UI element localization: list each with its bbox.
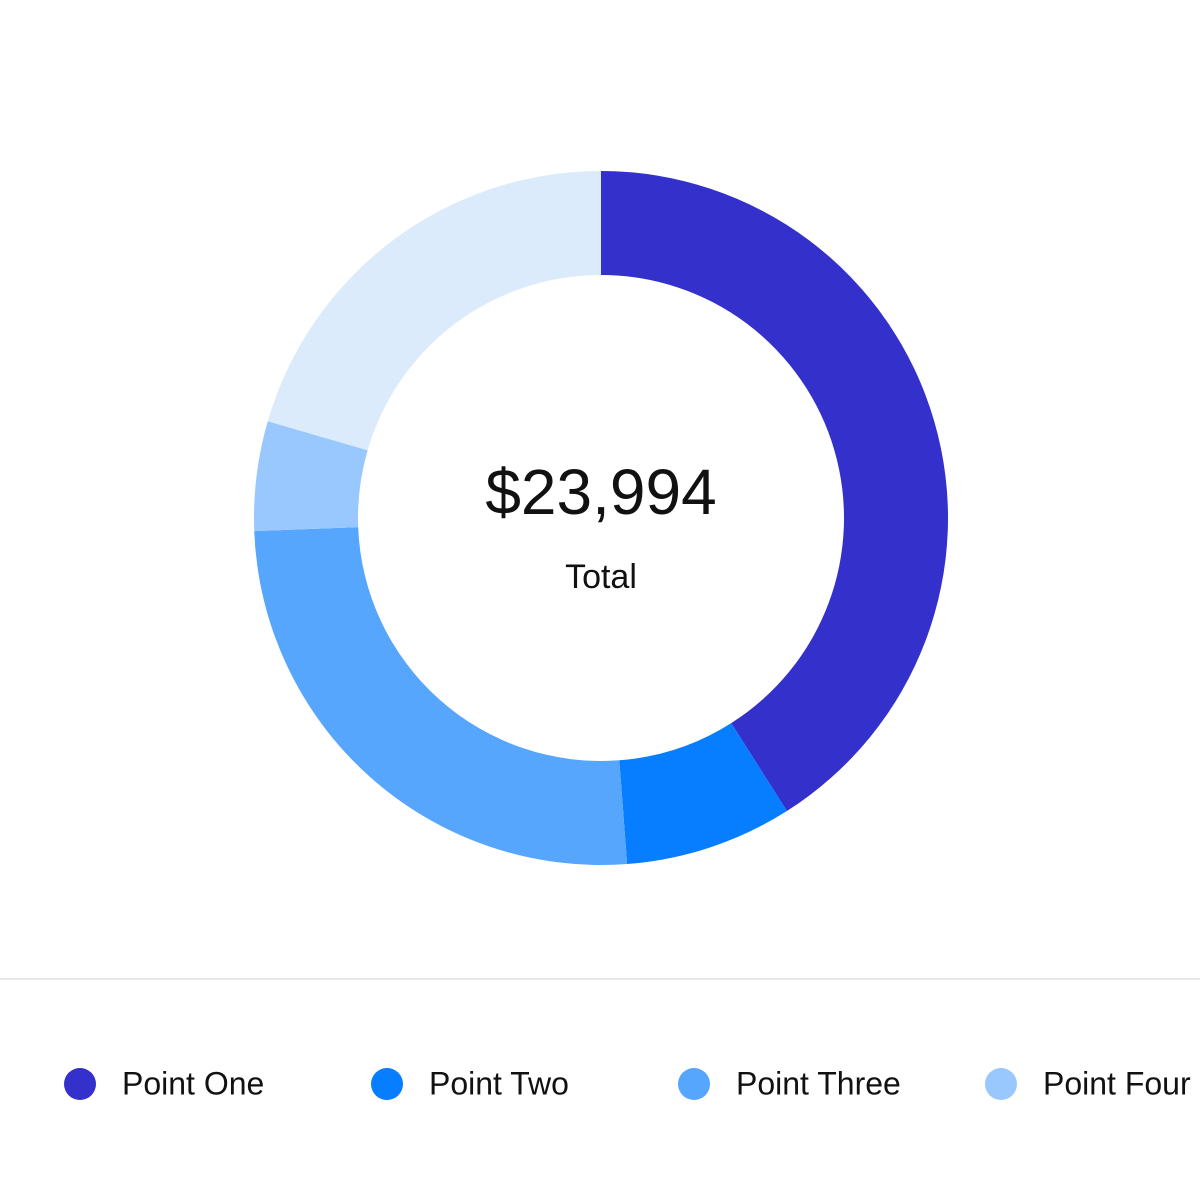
donut-segment [267, 171, 601, 451]
legend-marker [371, 1068, 403, 1100]
donut-segment [254, 421, 368, 532]
legend-marker [985, 1068, 1017, 1100]
donut-segment [619, 723, 787, 865]
center-label: Total [565, 558, 637, 596]
legend-label: Point One [122, 1065, 264, 1101]
donut-segment [254, 527, 628, 866]
legend-marker [678, 1068, 710, 1100]
legend-marker [64, 1068, 96, 1100]
center-value: $23,994 [485, 456, 716, 528]
legend-label: Point Two [429, 1065, 569, 1101]
legend-label: Point Three [736, 1065, 901, 1101]
legend-label: Point Four [1043, 1065, 1191, 1101]
donut-segment [601, 171, 949, 811]
